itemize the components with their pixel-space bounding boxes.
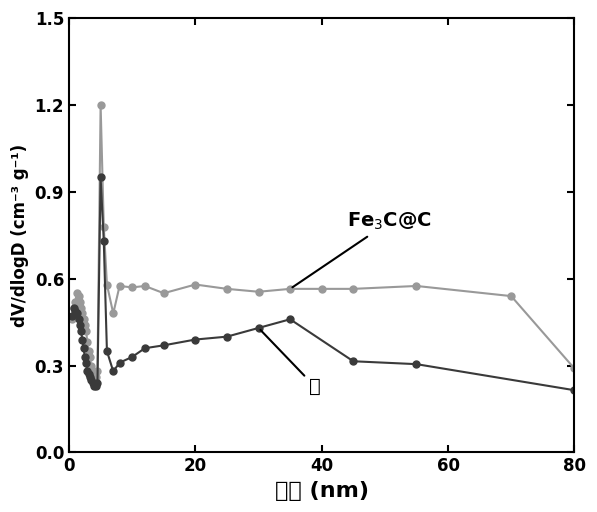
Y-axis label: dV/dlogD (cm⁻³ g⁻¹): dV/dlogD (cm⁻³ g⁻¹) <box>11 144 29 327</box>
Text: Fe$_3$C@C: Fe$_3$C@C <box>293 211 432 287</box>
Text: 碳: 碳 <box>260 330 321 396</box>
X-axis label: 孔径 (nm): 孔径 (nm) <box>275 481 369 501</box>
